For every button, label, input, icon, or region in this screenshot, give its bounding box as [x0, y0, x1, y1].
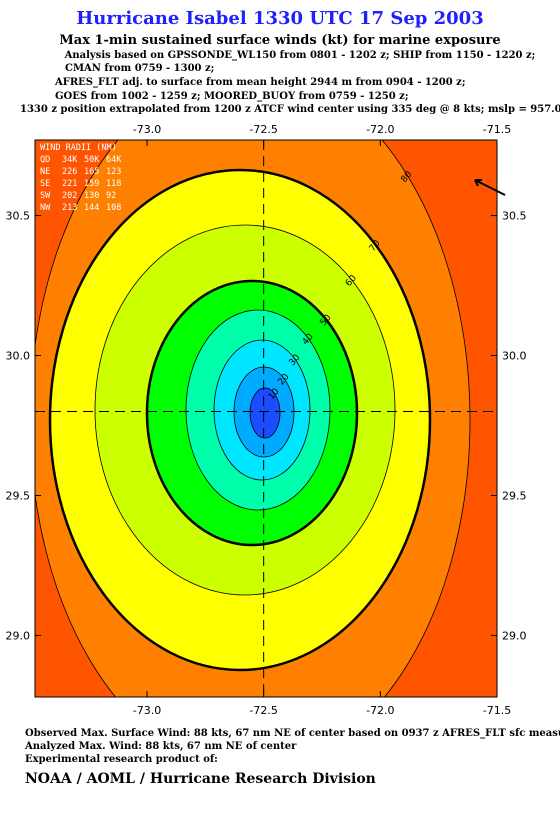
- y-tick-label-left: 30.0: [6, 350, 31, 363]
- radii-title: WIND RADII (NM): [40, 143, 117, 153]
- radii-cell: NE: [40, 167, 50, 177]
- y-tick-label-right: 30.0: [502, 350, 527, 363]
- analysis-line: CMAN from 0759 - 1300 z;: [65, 63, 214, 74]
- radii-cell: 123: [106, 167, 121, 177]
- y-tick-label-left: 29.5: [6, 489, 31, 502]
- analysis-line: AFRES_FLT adj. to surface from mean heig…: [54, 77, 466, 88]
- radii-cell: NW: [40, 203, 51, 213]
- motion-arrow: [474, 179, 506, 196]
- y-tick-label-left: 30.5: [6, 210, 31, 223]
- radii-cell: 130: [84, 191, 99, 201]
- x-tick-label-bottom: -73.0: [133, 704, 161, 717]
- x-tick-label-top: -72.5: [249, 123, 277, 136]
- footer-line: Analyzed Max. Wind: 88 kts, 67 nm NE of …: [24, 741, 297, 752]
- radii-cell: 165: [84, 167, 99, 177]
- radii-cell: 118: [106, 179, 121, 189]
- radii-cell: 92: [106, 191, 116, 201]
- x-tick-label-bottom: -72.0: [366, 704, 394, 717]
- radii-cell: 108: [106, 203, 121, 213]
- y-tick-label-right: 30.5: [502, 210, 527, 223]
- radii-cell: SE: [40, 179, 50, 189]
- x-tick-label-bottom: -72.5: [249, 704, 277, 717]
- y-tick-label-left: 29.0: [6, 629, 31, 642]
- y-tick-label-right: 29.5: [502, 489, 527, 502]
- chart-title: Hurricane Isabel 1330 UTC 17 Sep 2003: [76, 8, 483, 29]
- radii-cell: 213: [62, 203, 77, 213]
- contour-band: [249, 387, 281, 439]
- subtitle: Max 1-min sustained surface winds (kt) f…: [59, 33, 500, 48]
- footer-line: Experimental research product of:: [25, 754, 218, 765]
- radii-header: 34K: [62, 155, 78, 165]
- x-tick-label-top: -71.5: [483, 123, 511, 136]
- radii-cell: 226: [62, 167, 77, 177]
- analysis-line: 1330 z position extrapolated from 1200 z…: [20, 104, 560, 115]
- plot-frame: [34, 139, 498, 698]
- x-tick-label-bottom: -71.5: [483, 704, 511, 717]
- radii-header: 64K: [106, 155, 122, 165]
- x-tick-label-top: -72.0: [366, 123, 394, 136]
- radii-header: 50K: [84, 155, 100, 165]
- y-tick-label-right: 29.0: [502, 629, 527, 642]
- radii-cell: 221: [62, 179, 77, 189]
- radii-cell: SW: [40, 191, 51, 201]
- radii-cell: 144: [84, 203, 99, 213]
- radii-header: QD: [40, 155, 50, 165]
- x-tick-label-top: -73.0: [133, 123, 161, 136]
- analysis-line: Analysis based on GPSSONDE_WL150 from 08…: [64, 50, 536, 61]
- credit: NOAA / AOML / Hurricane Research Divisio…: [25, 771, 376, 787]
- radii-cell: 159: [84, 179, 99, 189]
- radii-cell: 202: [62, 191, 77, 201]
- footer-line: Observed Max. Surface Wind: 88 kts, 67 n…: [25, 728, 560, 739]
- analysis-line: GOES from 1002 - 1259 z; MOORED_BUOY fro…: [55, 91, 409, 102]
